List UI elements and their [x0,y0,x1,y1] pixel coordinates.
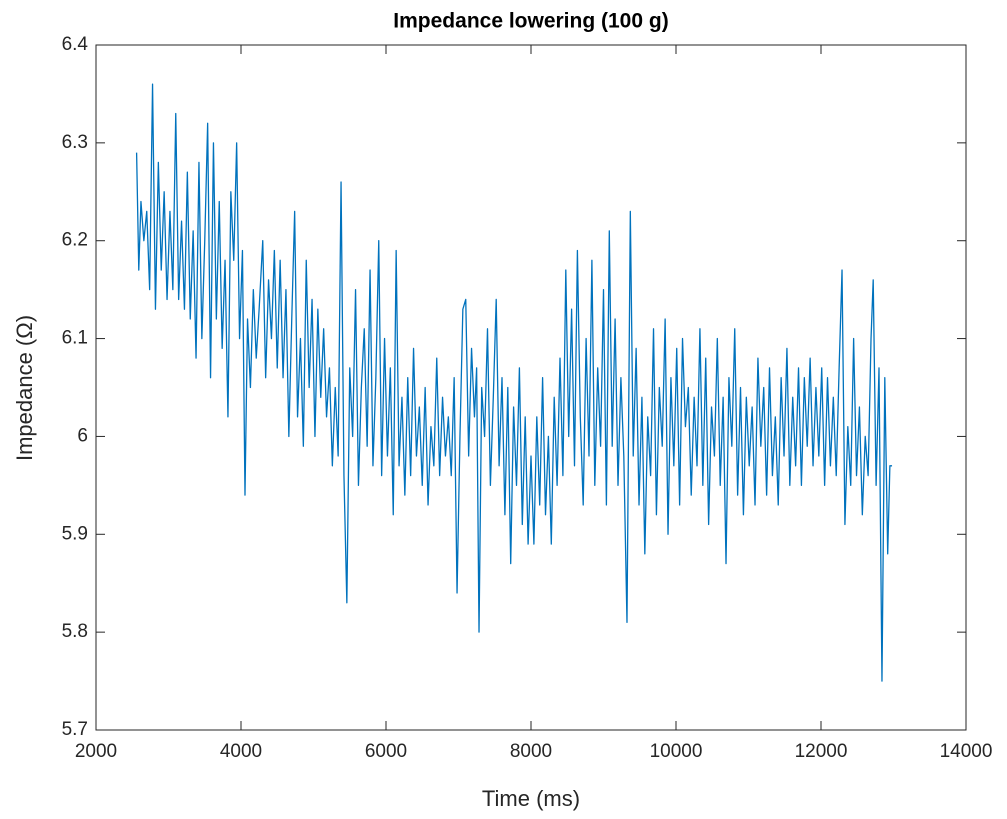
x-tick-label: 6000 [365,741,407,762]
y-tick-label: 6.1 [62,328,88,349]
y-tick-label: 6.2 [62,230,88,251]
y-tick-label: 6.3 [62,132,88,153]
plot-area [95,44,967,731]
x-tick-label: 8000 [510,741,552,762]
x-tick-label: 10000 [650,741,703,762]
x-tick-label: 12000 [795,741,848,762]
y-tick-label: 5.7 [62,719,88,740]
x-tick-label: 14000 [940,741,993,762]
x-tick-label: 2000 [75,741,117,762]
chart-title: Impedance lowering (100 g) [393,10,668,33]
y-tick-label: 6.4 [62,34,89,55]
x-tick-label: 4000 [220,741,262,762]
data-line [135,83,893,682]
y-tick-label: 6 [77,425,88,446]
x-axis-label: Time (ms) [482,786,580,811]
y-axis-label: Impedance (Ω) [12,315,37,461]
y-tick-label: 5.8 [62,621,88,642]
y-tick-label: 5.9 [62,523,88,544]
